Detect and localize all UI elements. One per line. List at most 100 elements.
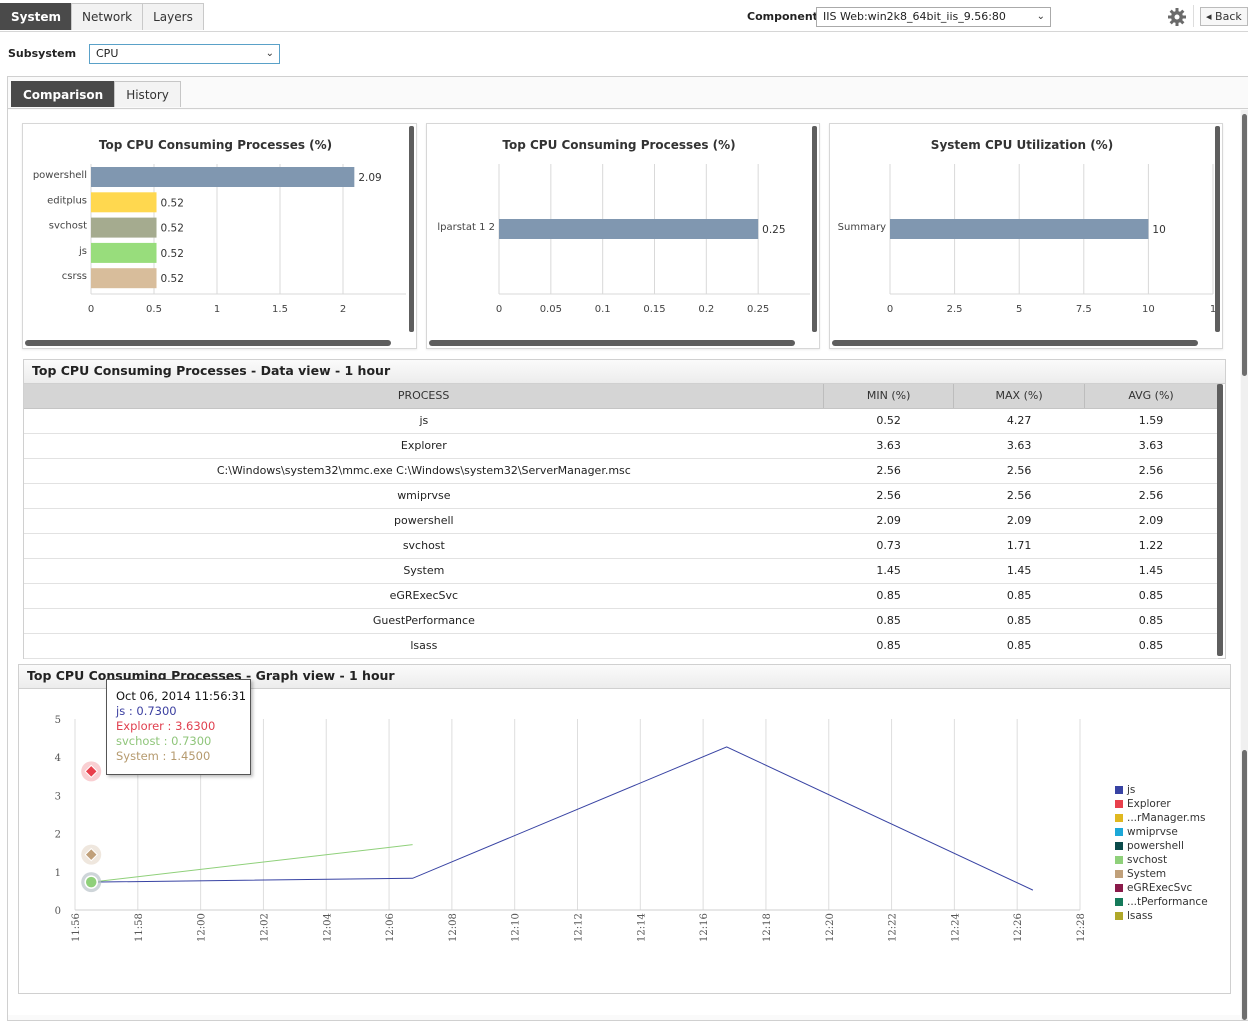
chevron-down-icon: ⌄ [1036,11,1045,22]
subsystem-label: Subsystem [8,47,77,60]
category-label: js [78,246,87,257]
tab-system[interactable]: System [0,3,72,30]
x-tick-label: 10 [1142,304,1155,315]
tab-network[interactable]: Network [71,3,144,30]
x-tick-label: 0 [496,304,502,315]
marker-System [84,847,98,862]
legend-item[interactable]: ...rManager.ms [1115,811,1208,825]
cell-process: lsass [24,633,824,659]
legend-label: Explorer [1127,798,1171,810]
legend-swatch [1115,884,1123,892]
x-tick-label: 12:00 [197,913,208,942]
cell-process: svchost [24,533,824,559]
x-tick-label: 0.2 [698,304,714,315]
top-tabs: System Network Layers [0,3,204,30]
cell-max: 0.85 [953,608,1085,634]
cell-max: 0.85 [953,583,1085,609]
table-row[interactable]: powershell 2.09 2.09 2.09 [24,508,1218,534]
cell-process: powershell [24,508,824,534]
category-label: csrss [62,271,87,282]
page-scrollbar-thumb[interactable] [1242,114,1247,376]
legend-label: svchost [1127,854,1168,866]
y-tick-label: 4 [55,753,61,764]
subsystem-select[interactable]: CPU ⌄ [89,44,280,64]
legend-item[interactable]: eGRExecSvc [1115,881,1208,895]
table-row[interactable]: Explorer 3.63 3.63 3.63 [24,433,1218,459]
tooltip-line-explorer: Explorer : 3.6300 [116,719,216,733]
x-tick-label: 7.5 [1076,304,1092,315]
x-tick-label: 0.25 [747,304,769,315]
table-row[interactable]: wmiprvse 2.56 2.56 2.56 [24,483,1218,509]
cell-min: 1.45 [823,558,954,584]
bar-chart-system-cpu: 0 2.5 5 7.5 10 1 Summary 10 [838,164,1216,315]
legend-item[interactable]: svchost [1115,853,1208,867]
table-row[interactable]: lsass 0.85 0.85 0.85 [24,633,1218,659]
x-tick-label: 11:58 [134,913,145,942]
category-label: lparstat 1 2 [437,222,495,233]
bar [91,192,157,213]
tab-layers[interactable]: Layers [142,3,204,30]
column-header-process[interactable]: PROCESS [24,384,825,409]
card-horizontal-scrollbar[interactable] [429,340,795,346]
x-tick-label: 0.1 [595,304,611,315]
cell-avg: 0.85 [1084,608,1218,634]
tab-divider [8,108,1248,109]
legend-item[interactable]: lsass [1115,909,1208,923]
cell-process: C:\Windows\system32\mmc.exe C:\Windows\s… [24,458,824,484]
column-header-avg[interactable]: AVG (%) [1084,384,1218,409]
bar-chart-top-processes: 0 0.5 1 1.5 2 powershell 2.09 editplus 0.52 svcho… [33,164,406,315]
category-label: editplus [47,195,87,206]
x-tick-label: 1.5 [272,304,288,315]
cell-avg: 2.09 [1084,508,1218,534]
chart-title: System CPU Utilization (%) [930,138,1114,152]
table-row[interactable]: svchost 0.73 1.71 1.22 [24,533,1218,559]
x-tick-label: 12:14 [636,913,647,942]
x-tick-label: 1 [1210,304,1216,315]
chart-title: Top CPU Consuming Processes (%) [98,138,333,152]
back-button[interactable]: ◂ Back [1200,7,1248,26]
tab-comparison[interactable]: Comparison [11,81,116,107]
legend-swatch [1115,828,1123,836]
card-horizontal-scrollbar[interactable] [25,340,391,346]
data-view-panel: Top CPU Consuming Processes - Data view … [23,359,1226,659]
component-label: Component [747,10,818,23]
page-scrollbar-thumb-lower[interactable] [1242,750,1247,1020]
table-scrollbar[interactable] [1217,384,1223,656]
legend-label: js [1127,784,1136,796]
chart-title: Top CPU Consuming Processes (%) [502,138,736,152]
legend-item[interactable]: Explorer [1115,797,1208,811]
data-label: 0.52 [161,223,184,235]
series-line-svchost [91,844,413,883]
cell-process: System [24,558,824,584]
card-horizontal-scrollbar[interactable] [832,340,1198,346]
card-vertical-scrollbar[interactable] [1215,126,1220,332]
column-header-max[interactable]: MAX (%) [953,384,1086,409]
cell-min: 2.09 [823,508,954,534]
legend-item[interactable]: js [1115,783,1208,797]
card-vertical-scrollbar[interactable] [409,126,414,332]
legend-item[interactable]: ...tPerformance [1115,895,1208,909]
column-header-min[interactable]: MIN (%) [823,384,955,409]
chart-card-lparstat: 0 0.05 0.1 0.15 0.2 0.25 lparstat 1 2 0.25 Top … [426,123,820,349]
legend-item[interactable]: powershell [1115,839,1208,853]
table-row[interactable]: C:\Windows\system32\mmc.exe C:\Windows\s… [24,458,1218,484]
bar-chart-lparstat: 0 0.05 0.1 0.15 0.2 0.25 lparstat 1 2 0.25 [437,164,810,315]
subsystem-value: CPU [96,47,119,60]
tab-history[interactable]: History [114,81,181,107]
table-row[interactable]: GuestPerformance 0.85 0.85 0.85 [24,608,1218,634]
legend-item[interactable]: wmiprvse [1115,825,1208,839]
card-vertical-scrollbar[interactable] [812,126,817,332]
table-row[interactable]: js 0.52 4.27 1.59 [24,408,1218,434]
table-row[interactable]: System 1.45 1.45 1.45 [24,558,1218,584]
component-select[interactable]: IIS Web:win2k8_64bit_iis_9.56:80 ⌄ [816,7,1051,27]
legend-swatch [1115,786,1123,794]
x-tick-label: 2.5 [947,304,963,315]
gear-icon[interactable] [1166,6,1188,28]
table-row[interactable]: eGRExecSvc 0.85 0.85 0.85 [24,583,1218,609]
data-label: 2.09 [358,172,381,184]
data-label: 0.52 [161,273,184,285]
legend-item[interactable]: System [1115,867,1208,881]
x-tick-label: 5 [1016,304,1022,315]
legend-swatch [1115,842,1123,850]
page-scrollbar[interactable] [1241,110,1248,1020]
